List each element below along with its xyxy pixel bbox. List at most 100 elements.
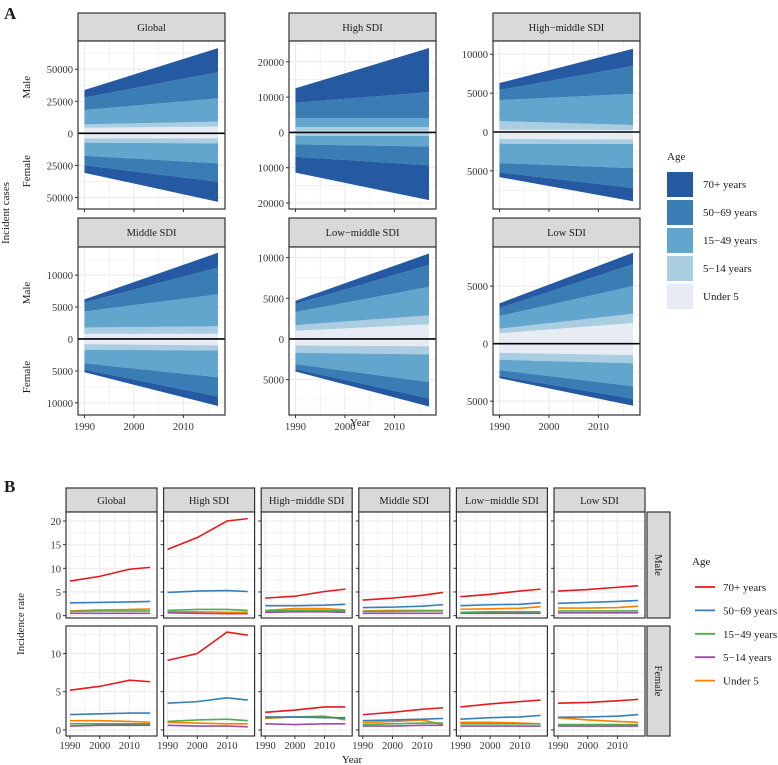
- line-male-70-years: [362, 591, 444, 601]
- plot-background: [358, 512, 450, 618]
- line-female-50-69-years: [167, 696, 248, 704]
- area-female-50-69-years: [499, 163, 633, 188]
- facet-strip: [288, 12, 437, 42]
- plot-background: [163, 512, 255, 618]
- x-tick-label: 2010: [217, 741, 238, 752]
- facet-strip: [492, 217, 641, 248]
- line-male-15-49-years: [167, 608, 248, 612]
- y-tick-label: 10000: [258, 164, 284, 175]
- y-tick-label: 0: [279, 128, 284, 139]
- line-female-50-69-years: [362, 717, 444, 722]
- area-male-under-5: [84, 333, 218, 339]
- y-tick-label: 0: [483, 128, 488, 139]
- line-female-50-69-years: [265, 716, 346, 719]
- x-tick-label: 1990: [352, 741, 373, 752]
- y-tick-label: 5: [56, 688, 61, 699]
- legend-swatch-70-years: [667, 172, 693, 197]
- legend-label: 15−49 years: [703, 235, 757, 247]
- x-tick-label: 2010: [509, 741, 530, 752]
- line-female-70-years: [460, 699, 541, 708]
- panel-border: [455, 511, 548, 619]
- y-tick-label: 0: [68, 129, 73, 140]
- area-female-15-49-years: [499, 359, 633, 387]
- y-tick-label: 20: [51, 517, 62, 528]
- area-male-50-69-years: [295, 92, 429, 119]
- facet-title: Low−middle SDI: [326, 228, 400, 239]
- x-tick-label: 2000: [187, 741, 208, 752]
- legend-label: 70+ years: [723, 582, 766, 594]
- facet-title: Low SDI: [547, 228, 586, 239]
- facet-b-global: Global 0 5 10 15 20 0 5 10 1990 2000 2010: [51, 487, 158, 752]
- line-male-under-5: [265, 607, 346, 612]
- facet-b-high-sdi: High SDI 1990 2000 2010: [157, 487, 256, 752]
- legend-label: 70+ years: [703, 179, 746, 191]
- area-female-15-49-years: [84, 142, 218, 164]
- facet-title: Global: [137, 23, 166, 34]
- line-male-50-69-years: [557, 599, 639, 605]
- x-tick-label: 1990: [60, 741, 81, 752]
- area-male-70-years: [499, 252, 633, 308]
- y-tick-label: 5000: [263, 294, 284, 305]
- facet-b-low-middle-sdi: Low−middle SDI 1990 2000 2010: [450, 487, 548, 752]
- x-tick-label: 2010: [173, 422, 194, 433]
- area-male-70-years: [295, 253, 429, 304]
- area-female-70-years: [499, 375, 633, 406]
- y-tick-label: 10000: [47, 271, 73, 282]
- y-tick-label: 10000: [47, 399, 73, 410]
- x-tick-label: 2010: [607, 741, 628, 752]
- facet-b-high-middle-sdi: High−middle SDI 1990 2000 2010: [255, 487, 353, 752]
- x-tick-label: 1990: [285, 422, 306, 433]
- facet-strip: [288, 217, 437, 248]
- y-tick-label: 10: [51, 650, 62, 661]
- area-female-70-years: [295, 156, 429, 201]
- area-female-5-14-years: [295, 133, 429, 136]
- facet-title: Low SDI: [580, 496, 619, 507]
- line-male-50-69-years: [265, 603, 346, 607]
- area-female-50-69-years: [84, 155, 218, 182]
- line-female-70-years: [69, 679, 151, 691]
- y-tick-label: 20000: [258, 58, 284, 69]
- line-female-70-years: [167, 631, 248, 662]
- x-tick-label: 2010: [314, 741, 335, 752]
- line-male-70-years: [265, 588, 346, 599]
- facet-strip: [77, 217, 226, 248]
- facet-b-low-sdi: Low SDI 1990 2000 2010: [548, 487, 646, 752]
- area-male-5-14-years: [499, 313, 633, 334]
- area-female-5-14-years: [499, 352, 633, 364]
- y-tick-label: 25000: [47, 161, 73, 172]
- line-female-70-years: [265, 706, 346, 714]
- x-tick-label: 1990: [489, 422, 510, 433]
- x-tick-label: 2000: [123, 422, 144, 433]
- legend-swatch-50-69-years: [667, 200, 693, 225]
- y-tick-label: 0: [68, 335, 73, 346]
- facet-a-middle-sdi: Middle SDI 0 5000 10000 5000 10000 1990 2000 201…: [21, 217, 226, 433]
- y-tick-label: 5000: [52, 303, 73, 314]
- line-male-50-69-years: [362, 603, 444, 609]
- x-tick-label: 1990: [157, 741, 178, 752]
- legend-title: Age: [692, 556, 710, 568]
- facet-title: High SDI: [342, 23, 383, 34]
- line-male-5-14-years: [167, 611, 248, 615]
- y-tick-label: 5: [56, 588, 61, 599]
- area-male-15-49-years: [84, 294, 218, 328]
- plot-background: [456, 626, 548, 736]
- area-male-50-69-years: [84, 267, 218, 312]
- panel-border: [163, 511, 256, 619]
- line-female-50-69-years: [557, 713, 639, 719]
- panel-border: [455, 625, 548, 737]
- area-male-under-5: [499, 322, 633, 344]
- panel-border: [65, 625, 158, 737]
- panel-border: [260, 625, 353, 737]
- area-female-under-5: [499, 343, 633, 356]
- area-female-5-14-years: [499, 139, 633, 145]
- legend-swatch-15-49-years: [667, 228, 693, 253]
- x-tick-label: 2000: [577, 741, 598, 752]
- row-label-female: Female: [21, 361, 33, 393]
- y-tick-label: 5000: [467, 167, 488, 178]
- y-tick-label: 0: [483, 340, 488, 351]
- line-female-15-49-years: [167, 718, 248, 723]
- area-male-50-69-years: [499, 65, 633, 101]
- area-female-50-69-years: [84, 363, 218, 397]
- panel-border: [77, 40, 226, 210]
- area-male-70-years: [84, 48, 218, 98]
